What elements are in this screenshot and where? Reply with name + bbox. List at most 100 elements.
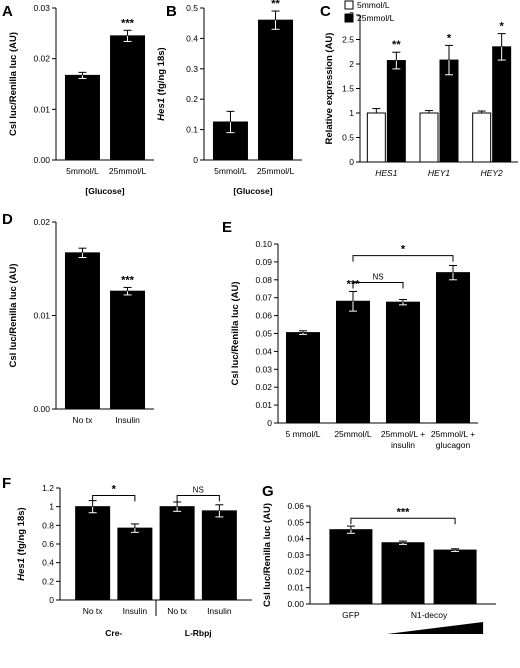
bar xyxy=(336,300,370,424)
significance-label: * xyxy=(447,32,452,44)
y-tick-label: 0.3 xyxy=(186,64,198,74)
group-label: L-Rbpj xyxy=(185,628,212,638)
y-axis-label: Csl luc/Renilla luc (AU) xyxy=(8,32,19,136)
panel-g-plot: 0.00 0.01 0.02 0.03 0.04 0.05 0.06 Csl luc/Reni… xyxy=(262,501,496,634)
y-tick-label: 0 xyxy=(193,155,198,165)
significance-label: * xyxy=(500,21,505,33)
significance-label: ** xyxy=(392,39,401,51)
y-tick-label: 0.04 xyxy=(255,346,272,356)
bar xyxy=(201,510,237,601)
y-tick-label: 0.02 xyxy=(287,566,304,576)
y-tick-label: 2.5 xyxy=(342,35,354,45)
panel-label-c: C xyxy=(320,3,331,20)
bar-5mmol-l xyxy=(419,112,439,163)
x-axis-label: [Glucose] xyxy=(233,186,272,196)
category-label: Insulin xyxy=(115,415,140,425)
category-label: 5mmol/L xyxy=(66,166,99,176)
y-tick-label: 0.00 xyxy=(33,155,50,165)
significance-bracket xyxy=(176,494,220,502)
y-tick-label: 0 xyxy=(349,157,354,167)
category-label: HEY2 xyxy=(481,168,503,178)
category-label: 25mmol/L + xyxy=(431,429,475,439)
panel-b-plot: 0 0.1 0.2 0.3 0.4 0.5 Hes1 (fg/ng 18s) 5mmol/L *… xyxy=(156,0,302,196)
y-tick-label: 0.1 xyxy=(186,125,198,135)
category-label: 25mmol/L xyxy=(334,429,372,439)
category-label: GFP xyxy=(342,610,360,620)
category-label: Insulin xyxy=(207,606,232,616)
bar xyxy=(381,542,425,605)
category-label: 5 mmol/L xyxy=(286,429,321,439)
y-tick-label: 0.05 xyxy=(287,517,304,527)
y-tick-label: 0.06 xyxy=(287,501,304,511)
bar-25mmol-l xyxy=(492,46,512,163)
y-tick-label: 0.10 xyxy=(255,239,272,249)
bracket-label: * xyxy=(112,483,117,495)
y-tick-label: 0.2 xyxy=(186,94,198,104)
significance-bracket xyxy=(350,517,456,525)
y-tick-label: 0.02 xyxy=(33,54,50,64)
y-tick-label: 0.09 xyxy=(255,257,272,267)
category-label: HES1 xyxy=(375,168,397,178)
y-axis-label: Csl luc/Renilla luc (AU) xyxy=(262,503,273,607)
y-tick-label: 0.8 xyxy=(42,520,54,530)
category-label: HEY1 xyxy=(428,168,450,178)
panel-label-d: D xyxy=(2,211,13,228)
bar xyxy=(64,74,100,161)
panel-e-plot: 0 0.01 0.02 0.03 0.04 0.05 0.06 0.07 0.08 0.09 0.1… xyxy=(230,239,478,450)
y-tick-label: 0.06 xyxy=(255,311,272,321)
y-tick-label: 0.03 xyxy=(255,364,272,374)
category-label: No tx xyxy=(73,415,94,425)
significance-bracket xyxy=(352,281,404,289)
bracket-label: NS xyxy=(372,272,383,281)
y-tick-label: 0.07 xyxy=(255,293,272,303)
bar xyxy=(329,529,373,605)
panel-label-f: F xyxy=(2,475,11,492)
category-label: glucagon xyxy=(436,440,471,450)
y-tick-label: 1 xyxy=(49,502,54,512)
y-axis-label-unit: (fg/ng 18s) xyxy=(16,507,27,555)
y-tick-label: 0 xyxy=(267,418,272,428)
bar xyxy=(110,35,146,161)
y-tick-label: 0.2 xyxy=(42,576,54,586)
y-tick-label: 1.5 xyxy=(342,84,354,94)
bar xyxy=(117,527,153,601)
bar xyxy=(110,290,146,410)
panel-f-plot: 0 0.2 0.4 0.6 0.8 1 1.2 Hes1 (fg/ng 18s) No tx In… xyxy=(16,483,252,638)
y-tick-label: 0.4 xyxy=(42,558,54,568)
panel-label-a: A xyxy=(2,3,13,20)
legend-label: 25mmol/L xyxy=(357,13,395,23)
legend-swatch xyxy=(344,0,354,10)
y-tick-label: 0.5 xyxy=(186,3,198,13)
bracket-label: * xyxy=(401,244,406,256)
y-axis-label: Hes1 (fg/ng 18s) xyxy=(16,507,27,580)
x-axis-label: [Glucose] xyxy=(85,186,124,196)
significance-bracket xyxy=(352,255,454,262)
y-axis-label: Csl luc/Renilla luc (AU) xyxy=(230,282,241,386)
panel-label-e: E xyxy=(222,219,232,236)
panel-c-plot: 00.511.522.53Relative expression (AU)**H… xyxy=(324,0,518,178)
category-label: No tx xyxy=(83,606,104,616)
y-tick-label: 0.6 xyxy=(42,539,54,549)
group-label: Cre- xyxy=(105,628,122,638)
legend-swatch xyxy=(344,13,354,23)
y-tick-label: 1 xyxy=(349,108,354,118)
y-tick-label: 0.02 xyxy=(255,382,272,392)
y-tick-label: 2 xyxy=(349,59,354,69)
category-label: N1-decoy xyxy=(411,610,448,620)
y-tick-label: 0.04 xyxy=(287,534,304,544)
bar-25mmol-l xyxy=(386,60,406,163)
bracket-label: NS xyxy=(193,485,204,494)
panel-d-plot: 0.00 0.01 0.02 Csl luc/Renilla luc (AU) No t… xyxy=(8,217,154,425)
y-axis-label: Relative expression (AU) xyxy=(324,33,335,145)
bar-5mmol-l xyxy=(366,112,386,163)
y-tick-label: 0.5 xyxy=(342,133,354,143)
category-label: 5mmol/L xyxy=(214,166,247,176)
y-tick-label: 0.00 xyxy=(287,599,304,609)
legend-label: 5mmol/L xyxy=(357,0,390,10)
bar-25mmol-l xyxy=(439,59,459,163)
y-tick-label: 0.01 xyxy=(287,583,304,593)
y-tick-label: 0.03 xyxy=(287,550,304,560)
significance-bracket xyxy=(92,494,136,502)
y-tick-label: 0.01 xyxy=(255,400,272,410)
